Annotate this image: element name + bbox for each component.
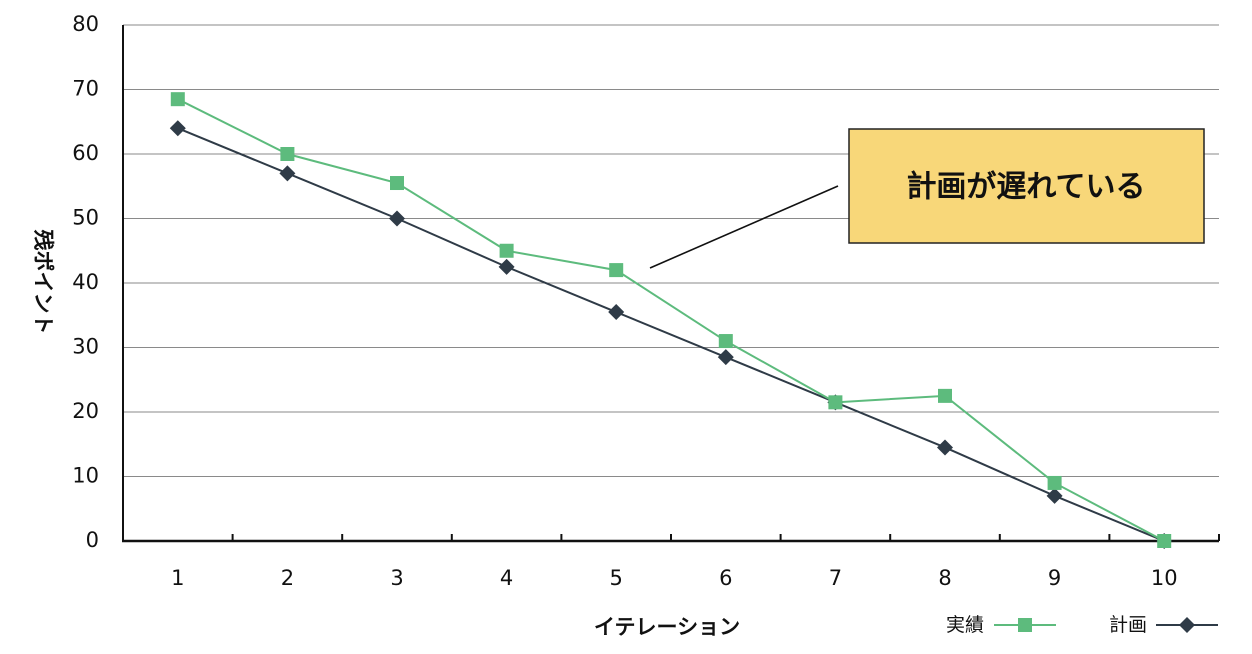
series-lines <box>169 92 1173 549</box>
data-point-actual <box>170 92 185 107</box>
data-point-plan <box>498 258 515 275</box>
series-line-plan <box>177 127 1165 542</box>
x-tick-label: 3 <box>390 566 403 590</box>
y-tick-label: 80 <box>72 12 99 36</box>
data-point-plan <box>279 165 296 182</box>
x-tick-label: 8 <box>938 566 951 590</box>
legend-label-plan: 計画 <box>1109 614 1147 636</box>
data-point-plan <box>389 210 405 227</box>
y-axis-title: 残ポイント <box>31 230 55 335</box>
data-point-actual <box>1157 534 1172 548</box>
x-tick-label: 9 <box>1048 566 1061 590</box>
data-point-actual <box>499 243 514 258</box>
x-tick-label: 10 <box>1151 566 1178 590</box>
callout-pointer <box>649 185 839 269</box>
data-point-actual <box>718 334 733 349</box>
y-tick-label: 50 <box>72 206 99 230</box>
x-tick-label: 7 <box>829 566 842 590</box>
y-tick-labels: 0 10 20 30 40 50 60 70 80 <box>72 12 99 552</box>
data-point-actual <box>938 388 952 403</box>
data-point-plan <box>608 304 625 321</box>
y-tick-label: 20 <box>72 399 99 423</box>
x-tick-labels: 1 2 3 4 5 6 7 8 9 10 <box>171 566 1177 590</box>
legend-marker-plan <box>1179 617 1195 633</box>
y-tick-label: 30 <box>72 335 99 359</box>
y-tick-label: 70 <box>72 77 99 101</box>
legend-label-actual: 実績 <box>946 614 984 636</box>
series-line-actual <box>177 98 1165 542</box>
x-tick-label: 1 <box>171 566 184 590</box>
gridlines <box>123 24 1219 477</box>
x-tick-label: 2 <box>281 566 294 590</box>
x-tick-label: 6 <box>719 566 732 590</box>
data-point-plan <box>1046 487 1063 504</box>
y-tick-label: 60 <box>72 141 99 165</box>
callout-box <box>848 128 1205 244</box>
data-point-actual <box>1047 475 1062 490</box>
data-point-actual <box>280 147 295 161</box>
y-tick-label: 0 <box>86 528 99 552</box>
data-point-actual <box>609 263 624 278</box>
x-axis-title: イテレーション <box>594 615 740 639</box>
data-point-plan <box>717 349 734 366</box>
data-point-actual <box>390 176 404 191</box>
legend-marker-actual <box>1018 618 1032 632</box>
callout: 計画が遅れている <box>649 128 1205 269</box>
y-tick-label: 10 <box>72 464 99 488</box>
data-point-actual <box>828 395 843 410</box>
axes <box>122 25 1220 543</box>
data-point-plan <box>169 120 186 137</box>
data-point-plan <box>937 439 953 456</box>
x-tick-label: 4 <box>500 566 513 590</box>
legend: 実績 計画 <box>946 614 1218 636</box>
x-tick-label: 5 <box>610 566 623 590</box>
y-tick-label: 40 <box>72 270 99 294</box>
callout-text: 計画が遅れている <box>906 170 1145 205</box>
